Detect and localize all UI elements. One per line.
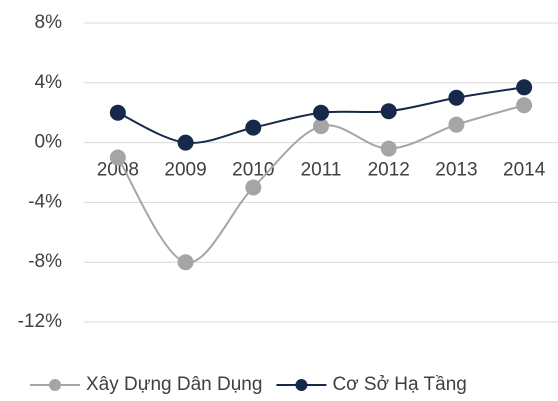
x-tick-label: 2013: [435, 160, 477, 181]
data-point: [516, 79, 533, 96]
data-point: [380, 103, 397, 120]
data-point: [177, 254, 194, 271]
legend-label: Xây Dựng Dân Dụng: [86, 374, 262, 395]
data-point: [380, 140, 397, 157]
data-point: [245, 119, 262, 136]
data-point: [313, 104, 329, 121]
legend-marker: [49, 379, 61, 391]
data-point: [448, 89, 465, 106]
data-point: [245, 179, 262, 196]
data-point: [109, 104, 126, 121]
data-point: [448, 116, 465, 133]
y-tick-label: -4%: [28, 191, 62, 212]
x-tick-label: 2014: [503, 160, 546, 181]
legend-marker: [295, 379, 308, 391]
legend-item: Xây Dựng Dân Dụng: [30, 374, 262, 395]
x-tick-label: 2009: [164, 160, 206, 181]
y-tick-label: 8%: [35, 12, 63, 33]
data-point: [313, 118, 329, 135]
x-tick-label: 2011: [301, 160, 342, 181]
data-point: [109, 149, 126, 166]
data-point: [177, 134, 194, 151]
data-point: [516, 97, 533, 114]
x-tick-label: 2012: [368, 160, 410, 181]
y-tick-label: -8%: [28, 251, 62, 272]
y-tick-label: -12%: [18, 311, 62, 332]
legend-item: Cơ Sở Hạ Tầng: [276, 374, 467, 395]
legend-label: Cơ Sở Hạ Tầng: [332, 374, 466, 395]
y-tick-label: 0%: [35, 132, 63, 153]
y-tick-label: 4%: [35, 72, 63, 93]
